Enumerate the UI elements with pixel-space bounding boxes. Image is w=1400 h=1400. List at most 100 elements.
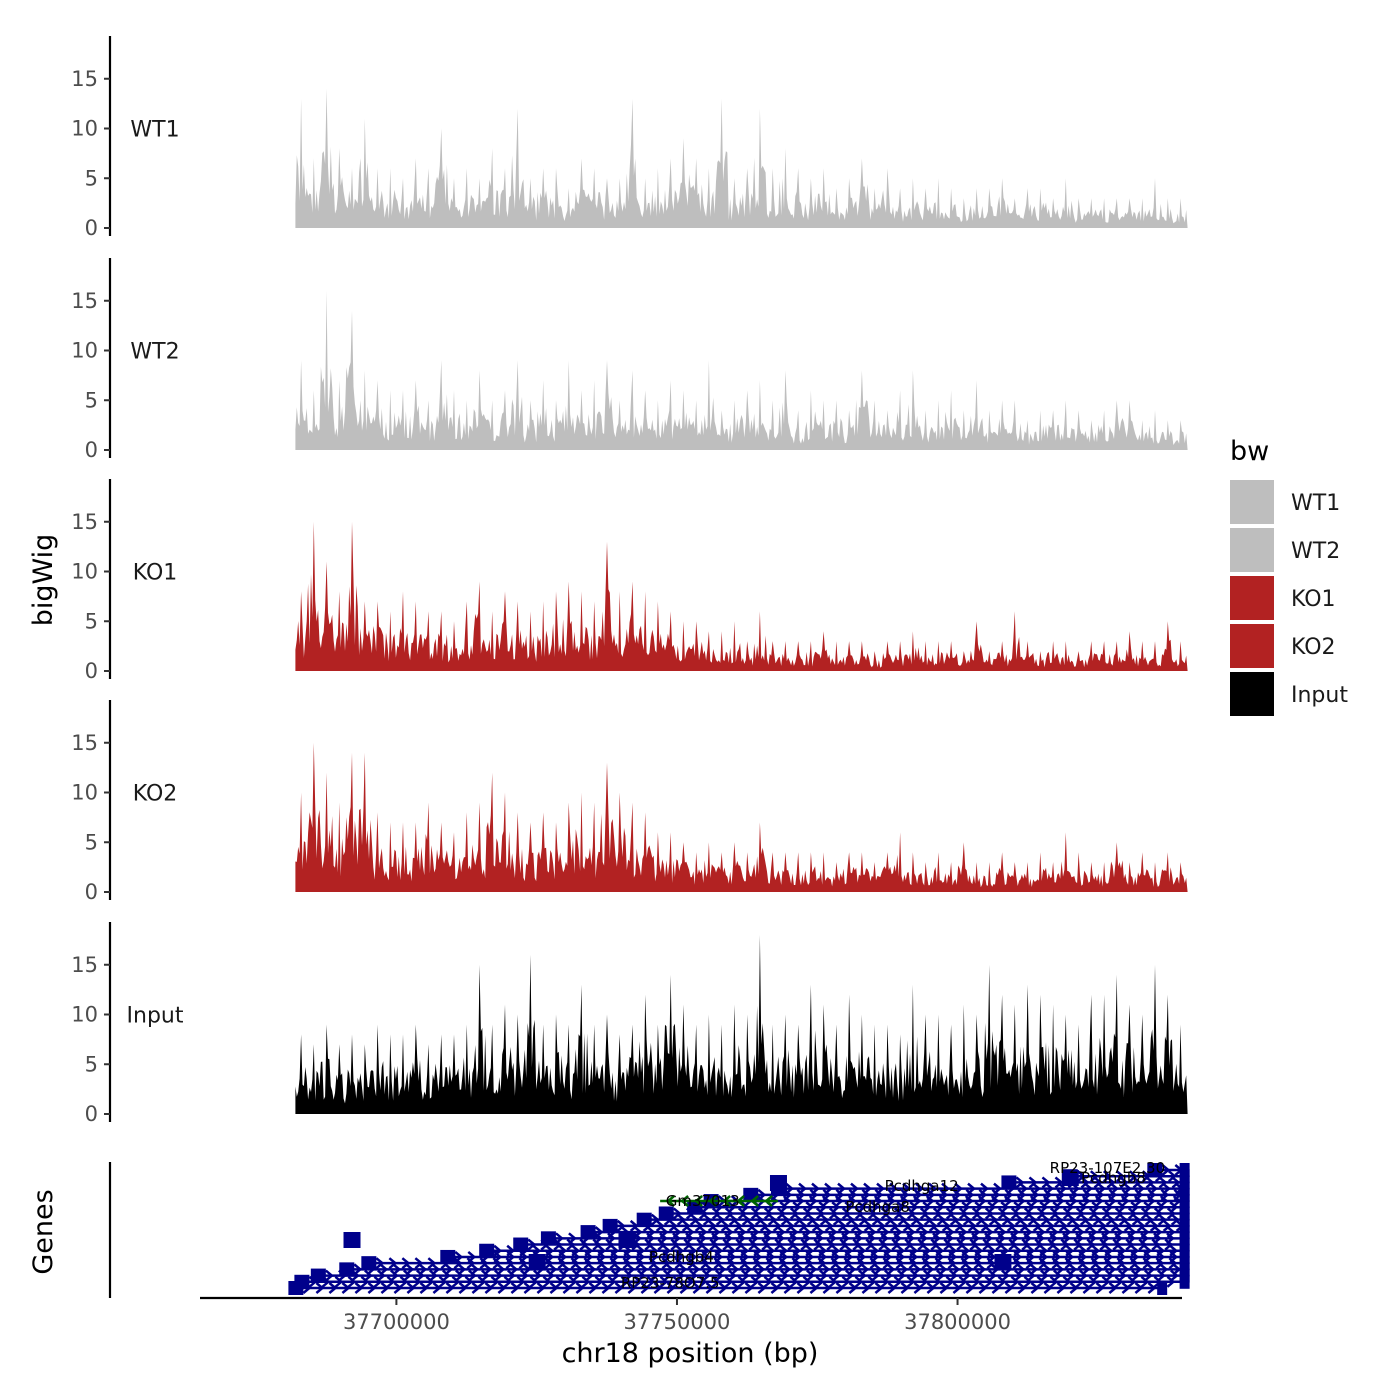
strand-arrow (757, 1188, 1183, 1201)
y-tick-label: 15 (71, 731, 98, 755)
minus-strand-arrow (666, 1195, 773, 1207)
y-tick-label: 15 (71, 67, 98, 91)
signal-area (295, 934, 1188, 1114)
track-label: Input (127, 1004, 184, 1029)
gene-label: Pcdhgb4 (649, 1248, 714, 1266)
strand-arrow (594, 1226, 1176, 1239)
legend-swatch (1230, 528, 1274, 572)
track-label: KO2 (133, 782, 178, 807)
gene-model (540, 1231, 1190, 1246)
track-label: KO1 (133, 561, 178, 586)
exon (769, 1175, 787, 1191)
track-input: 0 5 10 15 Input (71, 921, 1188, 1126)
legend-label: KO2 (1291, 635, 1336, 660)
gene-label: Pcdhgb8 (1081, 1169, 1146, 1187)
gene-model (361, 1256, 1190, 1271)
signal-area (295, 742, 1188, 892)
y-tick-label: 15 (71, 510, 98, 534)
gene-model (294, 1274, 1190, 1289)
exon (361, 1256, 377, 1271)
legend: bw WT1 WT2 KO1 KO2 Input (1230, 436, 1348, 716)
gene-model (440, 1249, 1190, 1264)
exon (580, 1225, 596, 1240)
legend-item-wt2: WT2 (1230, 528, 1340, 572)
track-label: WT1 (130, 118, 179, 143)
exon (294, 1274, 310, 1289)
gene-model (479, 1243, 1190, 1258)
track-ko2: 0 5 10 15 KO2 (71, 699, 1188, 904)
genes-axis-title: Genes (28, 1189, 59, 1274)
exon (1179, 1163, 1190, 1177)
gene-model (743, 1187, 1190, 1202)
legend-label: Input (1291, 683, 1348, 708)
legend-title: bw (1230, 436, 1269, 467)
legend-swatch (1230, 624, 1274, 668)
gene-label: Pcdhga8 (845, 1198, 910, 1216)
legend-label: WT2 (1291, 539, 1340, 564)
legend-swatch (1230, 480, 1274, 524)
exon (1061, 1170, 1079, 1186)
gene-label: RP23-78O7.5 (621, 1274, 720, 1292)
y-tick-label: 5 (85, 166, 98, 190)
x-tick-label: 37700000 (343, 1310, 450, 1334)
gene-model (310, 1268, 1190, 1283)
exon (636, 1212, 652, 1227)
exon (602, 1218, 618, 1233)
track-wt2: 0 5 10 15 WT2 (71, 257, 1188, 462)
exon (513, 1237, 529, 1252)
y-tick-label: 0 (85, 880, 98, 904)
legend-item-input: Input (1230, 672, 1348, 716)
y-tick-label: 5 (85, 388, 98, 412)
bigwig-tracks: 0 5 10 15 WT1 0 5 10 15 WT2 0 5 10 15 KO1 0 5 10 15 KO2 0 5 10… (71, 35, 1188, 1126)
y-tick-label: 0 (85, 659, 98, 683)
track-label: WT2 (130, 340, 179, 365)
gene-model (1147, 1163, 1190, 1177)
exon (1157, 1281, 1168, 1295)
strand-arrow (650, 1213, 1180, 1226)
exon (658, 1206, 674, 1221)
x-tick-label: 37750000 (624, 1310, 731, 1334)
legend-swatch (1230, 576, 1274, 620)
gene-model (339, 1262, 1190, 1277)
y-tick-label: 10 (71, 339, 98, 363)
y-axis-title: bigWig (28, 534, 59, 627)
legend-swatch (1230, 672, 1274, 716)
gene-model (602, 1218, 1190, 1233)
legend-label: KO1 (1291, 587, 1336, 612)
exon (528, 1254, 546, 1270)
exon (994, 1254, 1012, 1270)
gene-label: RP23-107E2.30 (1050, 1159, 1165, 1177)
y-tick-label: 15 (71, 953, 98, 977)
exon (479, 1243, 495, 1258)
gene-model (658, 1206, 1190, 1221)
exon (440, 1249, 456, 1264)
strand-arrow (325, 1269, 1179, 1282)
signal-area (295, 521, 1188, 671)
y-tick-label: 5 (85, 1052, 98, 1076)
y-tick-label: 0 (85, 216, 98, 240)
signal-area (295, 290, 1188, 450)
exon (1147, 1163, 1163, 1177)
track-ko1: 0 5 10 15 KO1 (71, 478, 1188, 683)
y-tick-label: 10 (71, 781, 98, 805)
gene-model (288, 1281, 1168, 1295)
exon (310, 1268, 326, 1283)
y-tick-label: 0 (85, 1102, 98, 1126)
legend-item-ko1: KO1 (1230, 576, 1336, 620)
y-tick-label: 10 (71, 1003, 98, 1027)
strand-arrow (527, 1238, 1174, 1251)
y-tick-label: 5 (85, 830, 98, 854)
track-wt1: 0 5 10 15 WT1 (71, 35, 1188, 240)
exon (540, 1231, 556, 1246)
y-tick-label: 10 (71, 117, 98, 141)
strand-arrow (672, 1207, 1176, 1220)
y-tick-label: 15 (71, 289, 98, 313)
exon (1001, 1175, 1017, 1190)
exon (339, 1262, 355, 1277)
legend-item-ko2: KO2 (1230, 624, 1336, 668)
gene-label: Pcdhga12 (885, 1177, 959, 1195)
y-tick-label: 10 (71, 560, 98, 584)
x-axis: 37700000 37750000 37800000 (200, 1296, 1182, 1334)
